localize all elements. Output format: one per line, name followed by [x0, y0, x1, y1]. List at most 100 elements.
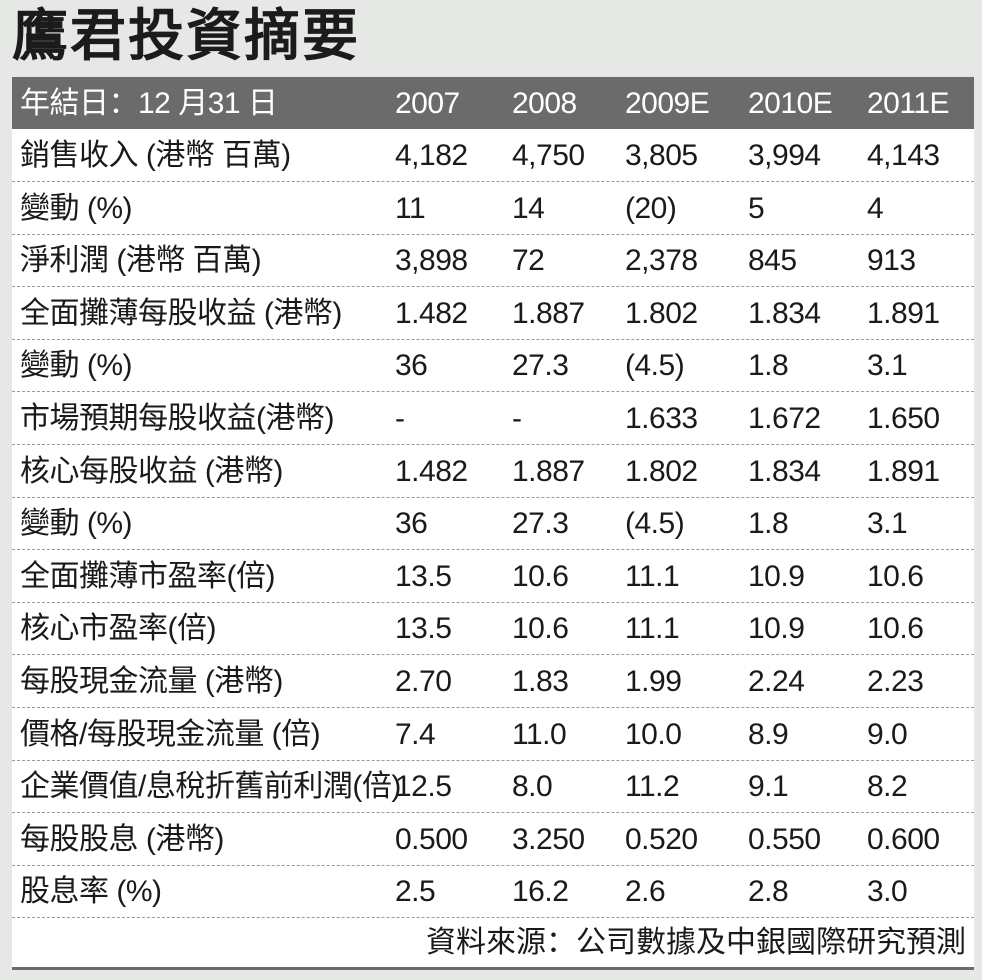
table-row: 全面攤薄每股收益 (港幣) 1.482 1.887 1.802 1.834 1.891: [12, 287, 974, 340]
row-value: 1.8: [748, 349, 789, 383]
row-value: 1.650: [867, 402, 940, 435]
row-value: 27.3: [512, 507, 569, 541]
row-value: 1.482: [395, 296, 468, 330]
table-row: 變動 (%) 11 14 (20) 5 4: [12, 182, 974, 235]
row-value: 3.250: [512, 822, 585, 856]
row-label: 變動 (%): [20, 507, 133, 541]
row-value: 9.1: [748, 770, 789, 804]
table-row: 核心市盈率(倍) 13.5 10.6 11.1 10.9 10.6: [12, 602, 974, 656]
row-value: 1.633: [625, 402, 698, 435]
row-value: 11: [395, 191, 426, 225]
row-label: 市場預期每股收益(港幣): [20, 402, 334, 435]
row-divider: [12, 549, 974, 551]
row-value: 7.4: [395, 717, 436, 751]
row-value: 13.5: [395, 612, 452, 646]
row-divider: [12, 654, 974, 656]
row-divider: [12, 707, 974, 708]
row-value: -: [512, 402, 522, 435]
table-row: 淨利潤 (港幣 百萬) 3,898 72 2,378 845 913: [12, 234, 974, 288]
row-label: 淨利潤 (港幣 百萬): [20, 244, 262, 278]
row-value: (4.5): [625, 349, 685, 383]
table-row: 價格/每股現金流量 (倍) 7.4 11.0 10.0 8.9 9.0: [12, 708, 974, 761]
row-value: 10.6: [512, 559, 569, 593]
row-value: 3,805: [625, 139, 698, 172]
row-value: 1.834: [748, 454, 821, 488]
row-value: 1.802: [625, 296, 698, 330]
row-value: 11.1: [625, 612, 680, 646]
row-value: 1.887: [512, 296, 585, 330]
source-note: 資料來源：公司數據及中銀國際研究預測: [426, 926, 966, 959]
table-header: 年結日：12 月31 日 2007 2008 2009E 2010E 2011E: [12, 77, 974, 129]
row-value: 2.8: [748, 875, 789, 909]
row-value: 913: [867, 244, 916, 278]
row-value: 10.0: [625, 717, 682, 751]
row-divider: [12, 181, 974, 182]
row-divider: [12, 759, 974, 761]
table-row: 變動 (%) 36 27.3 (4.5) 1.8 3.1: [12, 339, 974, 393]
row-value: 1.482: [395, 454, 468, 488]
row-label: 企業價值/息稅折舊前利潤(倍): [20, 770, 401, 804]
row-value: 3.1: [867, 349, 908, 383]
row-value: 13.5: [395, 559, 452, 593]
row-value: 2.6: [625, 875, 666, 909]
row-label: 全面攤薄市盈率(倍): [20, 559, 275, 593]
row-value: (4.5): [625, 507, 685, 541]
table-row: 每股現金流量 (港幣) 2.70 1.83 1.99 2.24 2.23: [12, 655, 974, 708]
row-value: 10.6: [867, 612, 924, 646]
row-divider: [12, 496, 974, 498]
row-value: 3,994: [748, 139, 821, 172]
row-value: 2,378: [625, 244, 698, 278]
row-value: 0.500: [395, 822, 468, 856]
row-value: 1.802: [625, 454, 698, 488]
row-label: 核心市盈率(倍): [20, 612, 216, 646]
row-divider: [12, 444, 974, 445]
row-value: 11.0: [512, 717, 567, 751]
row-divider: [12, 391, 974, 393]
row-value: 36: [395, 349, 428, 383]
header-2007: 2007: [395, 87, 460, 120]
row-value: 1.891: [867, 296, 940, 330]
row-value: 3.0: [867, 875, 908, 909]
row-value: 0.600: [867, 822, 940, 856]
row-label: 變動 (%): [20, 191, 133, 225]
header-2011e: 2011E: [867, 87, 950, 120]
row-value: 8.0: [512, 770, 553, 804]
row-value: 2.24: [748, 665, 805, 698]
row-value: 2.23: [867, 665, 924, 698]
header-2008: 2008: [512, 87, 577, 120]
table-row: 股息率 (%) 2.5 16.2 2.6 2.8 3.0: [12, 865, 974, 919]
row-value: 4,750: [512, 139, 585, 172]
row-value: 9.0: [867, 717, 908, 751]
table-row: 市場預期每股收益(港幣) - - 1.633 1.672 1.650: [12, 392, 974, 445]
row-divider: [12, 812, 974, 814]
row-value: 0.550: [748, 822, 821, 856]
row-label: 全面攤薄每股收益 (港幣): [20, 296, 342, 330]
row-value: 1.672: [748, 402, 821, 435]
row-value: 1.834: [748, 296, 821, 330]
header-2010e: 2010E: [748, 87, 833, 120]
row-value: 5: [748, 191, 765, 225]
row-label: 股息率 (%): [20, 875, 162, 909]
row-divider: [12, 338, 974, 340]
row-value: 11.2: [625, 770, 680, 804]
row-value: 4,182: [395, 139, 468, 172]
row-value: 11.1: [625, 559, 680, 593]
row-value: 27.3: [512, 349, 569, 383]
row-value: 1.8: [748, 507, 789, 541]
table-row: 企業價值/息稅折舊前利潤(倍) 12.5 8.0 11.2 9.1 8.2: [12, 760, 974, 814]
row-label: 價格/每股現金流量 (倍): [20, 717, 321, 751]
bottom-rule: [12, 967, 974, 970]
row-value: 3.1: [867, 507, 908, 541]
row-value: 8.9: [748, 717, 789, 751]
row-label: 每股股息 (港幣): [20, 822, 224, 856]
table-row: 變動 (%) 36 27.3 (4.5) 1.8 3.1: [12, 497, 974, 551]
row-label: 銷售收入 (港幣 百萬): [20, 139, 291, 172]
row-divider: [12, 286, 974, 288]
summary-table: 年結日：12 月31 日 2007 2008 2009E 2010E 2011E…: [12, 77, 974, 967]
row-value: 4,143: [867, 139, 940, 172]
row-divider: [12, 233, 974, 235]
row-value: (20): [625, 191, 677, 225]
row-value: 72: [512, 244, 545, 278]
table-row: 全面攤薄市盈率(倍) 13.5 10.6 11.1 10.9 10.6: [12, 550, 974, 603]
row-value: 10.9: [748, 612, 805, 646]
